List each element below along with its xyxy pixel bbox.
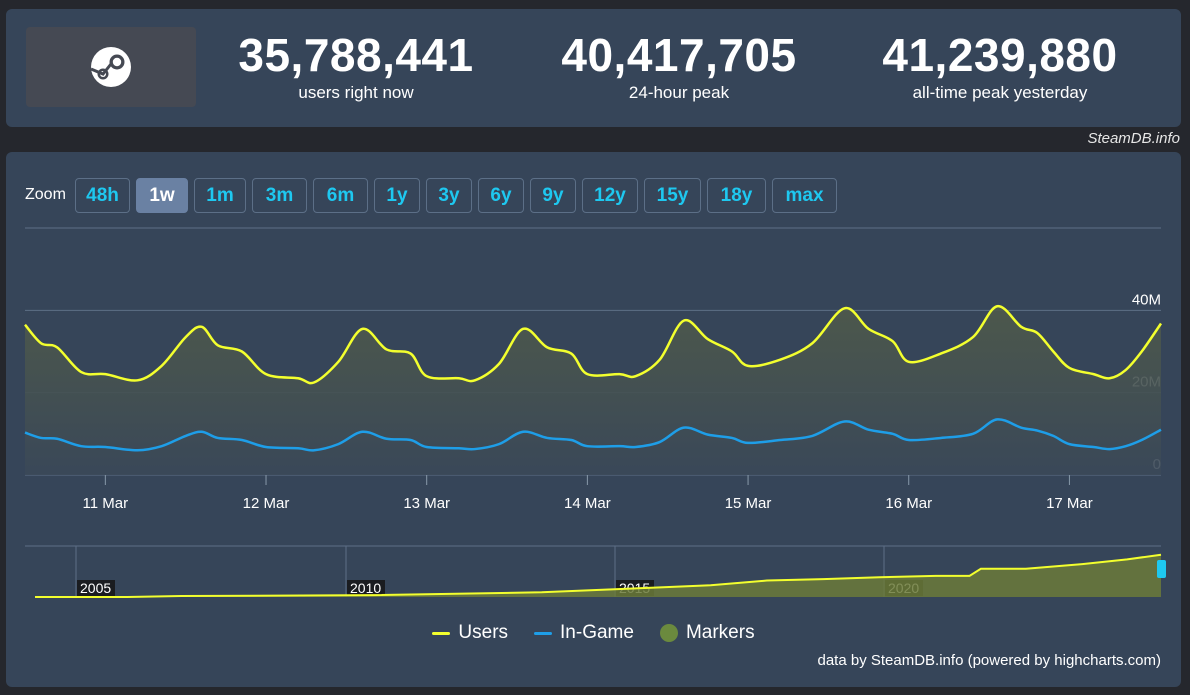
stat-users-now: 35,788,441 users right now	[226, 29, 486, 103]
zoom-button-1y[interactable]: 1y	[374, 178, 420, 213]
stat-value: 35,788,441	[238, 29, 474, 81]
legend-ingame-label: In-Game	[560, 622, 634, 643]
stat-24h-peak: 40,417,705 24-hour peak	[549, 29, 809, 103]
navigator-year-label: 2005	[80, 580, 111, 596]
legend-users-label: Users	[458, 622, 509, 643]
x-tick-label: 11 Mar	[83, 495, 129, 512]
legend-item-users[interactable]: Users	[432, 622, 508, 644]
steam-logo-icon	[90, 47, 131, 87]
navigator-area	[35, 554, 1161, 597]
navigator-year-label: 2010	[350, 580, 381, 596]
legend-item-ingame[interactable]: In-Game	[534, 622, 634, 644]
steam-logo[interactable]	[26, 27, 196, 107]
zoom-button-1w[interactable]: 1w	[136, 178, 188, 213]
zoom-button-15y[interactable]: 15y	[644, 178, 701, 213]
x-tick-label: 12 Mar	[243, 495, 290, 512]
zoom-button-6y[interactable]: 6y	[478, 178, 524, 213]
navigator-label-bg	[347, 580, 385, 596]
navigator-label-bg	[77, 580, 115, 596]
zoom-button-1m[interactable]: 1m	[194, 178, 246, 213]
legend-markers-swatch	[659, 624, 678, 642]
navigator-handle	[1157, 560, 1166, 578]
zoom-button-6m[interactable]: 6m	[313, 178, 368, 213]
series-line-users	[24, 304, 1163, 385]
stat-value: 41,239,880	[882, 29, 1118, 81]
stat-label: 24-hour peak	[628, 83, 730, 102]
zoom-button-9y[interactable]: 9y	[530, 178, 576, 213]
chart-legend: Users In-Game Markers	[6, 622, 1181, 644]
zoom-label: Zoom	[25, 186, 66, 203]
y-tick-label: 40M	[1132, 291, 1161, 308]
legend-users-swatch	[432, 631, 451, 635]
highcharts-credit[interactable]: data by SteamDB.info (powered by highcha…	[817, 652, 1162, 669]
zoom-button-3y[interactable]: 3y	[426, 178, 472, 213]
x-tick-label: 13 Mar	[403, 495, 450, 512]
x-tick-label: 17 Mar	[1046, 495, 1093, 512]
users-area	[25, 306, 1161, 475]
legend-ingame-swatch	[534, 631, 553, 635]
stats-header: 35,788,441 users right now 40,417,705 24…	[6, 9, 1181, 127]
stat-all-time-peak: 41,239,880 all-time peak yesterday	[869, 29, 1131, 103]
legend-item-markers[interactable]: Markers	[659, 622, 755, 644]
stat-label: all-time peak yesterday	[912, 83, 1088, 102]
navigator-users-line	[35, 553, 1162, 598]
steamdb-credit-link[interactable]: SteamDB.info	[1087, 130, 1180, 147]
x-tick-label: 14 Mar	[564, 495, 611, 512]
stat-value: 40,417,705	[561, 29, 797, 81]
stat-label: users right now	[298, 83, 414, 102]
zoom-button-12y[interactable]: 12y	[582, 178, 638, 213]
zoom-button-18y[interactable]: 18y	[707, 178, 766, 213]
zoom-button-3m[interactable]: 3m	[252, 178, 307, 213]
x-tick-label: 15 Mar	[725, 495, 772, 512]
zoom-button-max[interactable]: max	[772, 178, 837, 213]
x-tick-label: 16 Mar	[885, 495, 932, 512]
series-line-ingame	[24, 418, 1162, 452]
zoom-button-48h[interactable]: 48h	[75, 178, 130, 213]
legend-markers-label: Markers	[685, 622, 755, 643]
